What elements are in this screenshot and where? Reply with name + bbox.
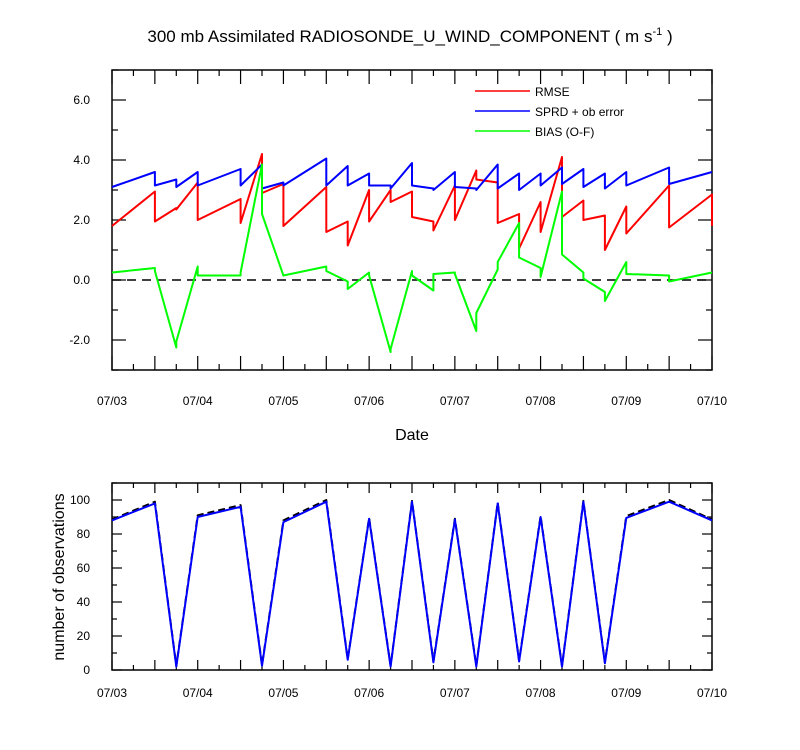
y-tick-label: 100 (70, 493, 90, 507)
x-tick-label: 07/04 (183, 686, 213, 700)
y-tick-label: 20 (77, 629, 91, 643)
x-axis-label: Date (395, 427, 429, 444)
legend: RMSE SPRD + ob error BIAS (O-F) (475, 85, 624, 139)
y-tick-label: -2.0 (69, 333, 90, 347)
x-tick-label: 07/10 (697, 686, 727, 700)
x-tick-label: 07/06 (354, 686, 384, 700)
x-tick-label: 07/09 (611, 686, 641, 700)
series-line-sprd-ob-error (111, 157, 713, 191)
chart-title-end: ) (662, 27, 672, 46)
bottom-axis-ticks: 07/03 07/04 07/05 07/06 07/07 07/08 07/09 07/10… (70, 482, 727, 700)
legend-label-sprd: SPRD + ob error (535, 105, 624, 119)
series-line-observations-blue (111, 500, 713, 668)
x-tick-label: 07/07 (440, 686, 470, 700)
x-tick-label: 07/08 (526, 394, 556, 408)
x-tick-label: 07/03 (97, 686, 127, 700)
x-tick-label: 07/07 (440, 394, 470, 408)
x-tick-label: 07/08 (526, 686, 556, 700)
y-axis-label-observations: number of observations (51, 493, 68, 660)
chart-title-superscript: -1 (652, 26, 662, 38)
bottom-series-group (111, 499, 713, 668)
legend-item-rmse: RMSE (475, 85, 570, 99)
legend-item-sprd: SPRD + ob error (475, 105, 624, 119)
y-tick-label: 80 (77, 527, 91, 541)
x-tick-label: 07/10 (697, 394, 727, 408)
series-line-rmse (111, 153, 713, 251)
x-tick-label: 07/04 (183, 394, 213, 408)
top-panel: 07/03 07/04 07/05 07/06 07/07 07/08 07/09 07/10… (69, 69, 727, 444)
legend-item-bias: BIAS (O-F) (475, 125, 594, 139)
legend-label-bias: BIAS (O-F) (535, 125, 594, 139)
y-tick-label: 60 (77, 561, 91, 575)
chart-title-main: 300 mb Assimilated RADIOSONDE_U_WIND_COM… (147, 27, 652, 46)
chart-title: 300 mb Assimilated RADIOSONDE_U_WIND_COM… (147, 26, 672, 46)
legend-label-rmse: RMSE (535, 85, 570, 99)
x-tick-label: 07/05 (268, 394, 298, 408)
top-axis-ticks: 07/03 07/04 07/05 07/06 07/07 07/08 07/09 07/10… (69, 69, 727, 408)
x-tick-label: 07/03 (97, 394, 127, 408)
y-tick-label: 4.0 (73, 153, 90, 167)
y-tick-label: 6.0 (73, 93, 90, 107)
bottom-panel: 07/03 07/04 07/05 07/06 07/07 07/08 07/09 07/10… (51, 482, 727, 700)
top-series-group (111, 153, 713, 353)
y-tick-label: 0.0 (73, 273, 90, 287)
x-tick-label: 07/06 (354, 394, 384, 408)
series-line-observations-black-dashed (111, 499, 713, 667)
y-tick-label: 0 (83, 663, 90, 677)
y-tick-label: 2.0 (73, 213, 90, 227)
series-line-bias-o-f (111, 163, 713, 353)
x-tick-label: 07/05 (268, 686, 298, 700)
bottom-plot-frame (111, 482, 713, 671)
y-tick-label: 40 (77, 595, 91, 609)
x-tick-label: 07/09 (611, 394, 641, 408)
